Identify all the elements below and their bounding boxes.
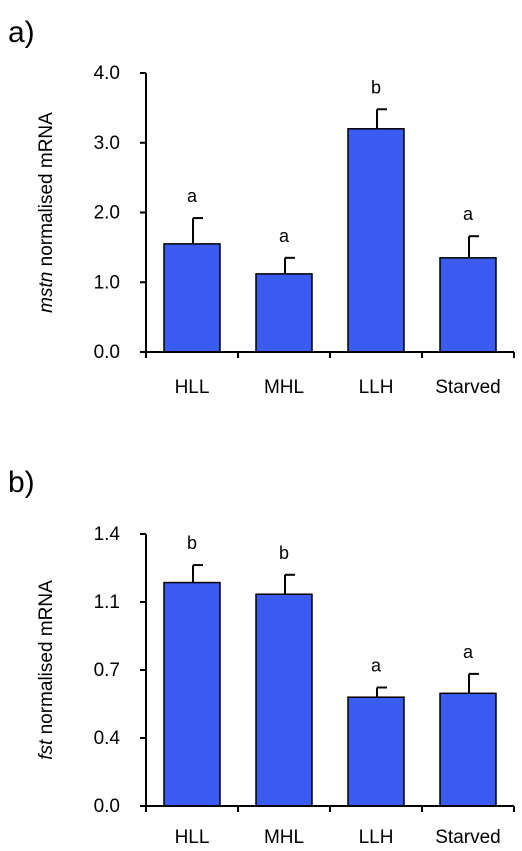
y-tick-label: 0.4 xyxy=(94,728,121,749)
y-tick-label: 0.7 xyxy=(94,660,120,681)
category-label-starved: Starved xyxy=(435,827,500,848)
y-tick-label: 1.0 xyxy=(94,272,120,293)
y-tick-label: 2.0 xyxy=(94,203,120,224)
panel-label: b) xyxy=(8,466,35,499)
bar-hll xyxy=(163,581,221,807)
y-tick-label: 4.0 xyxy=(94,63,120,84)
y-axis-title-gene: mstn xyxy=(36,272,57,313)
panel-label: a) xyxy=(8,16,35,49)
fst-bar-chart: b) fst normalised mRNA b HLL b MHL a LLH a Starve… xyxy=(8,466,515,848)
category-label-starved: Starved xyxy=(435,377,500,398)
bar-mhl xyxy=(255,593,313,807)
y-tick-label: 1.1 xyxy=(94,592,120,613)
y-tick-label: 1.4 xyxy=(94,524,121,545)
category-label-hll: HLL xyxy=(175,827,210,848)
significance-label-llh: b xyxy=(371,77,381,97)
significance-label-mhl: b xyxy=(279,543,289,563)
y-tick-label: 3.0 xyxy=(94,133,120,154)
significance-label-hll: a xyxy=(187,186,198,206)
significance-label-hll: b xyxy=(187,533,197,553)
mstn-bar-chart: a) mstn normalised mRNA a HLL a MHL b LLH a Starv… xyxy=(8,16,515,398)
y-tick-label: 0.0 xyxy=(94,342,120,363)
category-label-mhl: MHL xyxy=(264,827,304,848)
category-label-mhl: MHL xyxy=(264,377,304,398)
significance-label-starved: a xyxy=(463,204,474,224)
bar-hll xyxy=(163,243,221,353)
y-tick-label: 0.0 xyxy=(94,796,120,817)
panel-b: b) fst normalised mRNA b HLL b MHL a LLH a Starve… xyxy=(0,425,522,851)
bar-mhl xyxy=(255,273,313,353)
panel-a: a) mstn normalised mRNA a HLL a MHL b LLH a Starv… xyxy=(0,0,522,420)
category-label-llh: LLH xyxy=(359,377,394,398)
bar-starved xyxy=(439,257,497,353)
significance-label-starved: a xyxy=(463,642,474,662)
y-axis-title-gene: fst xyxy=(36,739,57,760)
bar-starved xyxy=(439,692,497,807)
y-axis-title: fst normalised mRNA xyxy=(36,580,57,760)
y-axis-title-rest: normalised mRNA xyxy=(36,112,57,272)
y-axis-title: mstn normalised mRNA xyxy=(36,112,57,313)
significance-label-mhl: a xyxy=(279,226,290,246)
category-label-hll: HLL xyxy=(175,377,210,398)
y-axis-title-rest: normalised mRNA xyxy=(36,580,57,740)
bar-llh xyxy=(347,128,405,353)
category-label-llh: LLH xyxy=(359,827,394,848)
bar-llh xyxy=(347,696,405,807)
significance-label-llh: a xyxy=(371,655,382,675)
